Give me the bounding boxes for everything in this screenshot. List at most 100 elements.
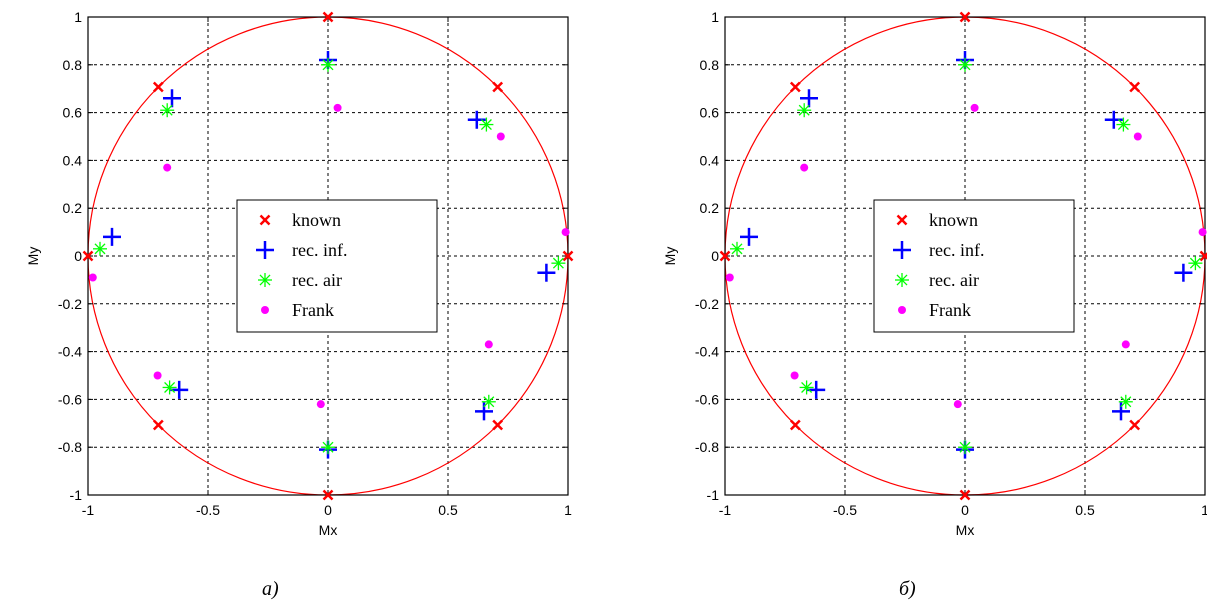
series-frank bbox=[725, 103, 1207, 409]
data-point bbox=[953, 400, 962, 409]
data-point bbox=[481, 394, 496, 409]
data-point bbox=[959, 489, 971, 501]
data-point bbox=[1198, 228, 1207, 237]
legend-entry: rec. air bbox=[895, 270, 979, 290]
x-axis-label: Mx bbox=[956, 522, 975, 538]
data-point bbox=[959, 11, 971, 23]
data-point bbox=[484, 340, 493, 349]
ticks: -1 -0.5 0 0.5 1 1 0.8 0.6 0.4 0.2 0 -0.2 -0.4 -0.6 -0.… bbox=[695, 9, 1207, 518]
scatter-chart-a: -1 -0.5 0 0.5 1 1 0.8 0.6 0.4 0.2 0 -0.2 -0.4 -0.6 -0.… bbox=[25, 9, 574, 538]
legend-label: rec. inf. bbox=[929, 240, 984, 260]
y-tick-label: 0.4 bbox=[63, 152, 83, 168]
legend-marker bbox=[898, 306, 906, 314]
x-tick-label: -1 bbox=[719, 502, 732, 518]
x-tick-label: 1 bbox=[564, 502, 572, 518]
data-point bbox=[740, 227, 758, 246]
x-tick-label: 0.5 bbox=[438, 502, 458, 518]
series-frank bbox=[88, 103, 570, 409]
data-point bbox=[333, 103, 342, 112]
legend-label: known bbox=[292, 210, 341, 230]
y-tick-label: 0.6 bbox=[63, 105, 83, 121]
series-known bbox=[82, 11, 574, 501]
y-tick-label: 1 bbox=[711, 9, 719, 25]
x-tick-label: 0 bbox=[324, 502, 332, 518]
x-tick-label: 1 bbox=[1201, 502, 1207, 518]
data-point bbox=[475, 402, 493, 421]
data-point bbox=[1121, 340, 1130, 349]
data-point bbox=[551, 256, 566, 271]
data-point bbox=[170, 380, 189, 399]
legend-label: rec. air bbox=[929, 270, 979, 290]
data-point bbox=[82, 250, 94, 262]
data-point bbox=[730, 241, 744, 256]
legend-entry: rec. inf. bbox=[256, 240, 347, 260]
data-point bbox=[561, 228, 570, 237]
data-point bbox=[1129, 419, 1141, 431]
y-tick-label: -0.8 bbox=[58, 439, 82, 455]
y-tick-label: -0.2 bbox=[695, 296, 719, 312]
data-point bbox=[1133, 132, 1142, 141]
x-tick-label: 0.5 bbox=[1075, 502, 1095, 518]
ticks: -1 -0.5 0 0.5 1 1 0.8 0.6 0.4 0.2 0 -0.2 -0.4 -0.6 -0.… bbox=[58, 9, 572, 518]
legend-entry: known bbox=[896, 210, 978, 230]
data-point bbox=[152, 81, 164, 93]
legend-label: known bbox=[929, 210, 978, 230]
data-point bbox=[800, 89, 818, 108]
y-tick-label: -0.8 bbox=[695, 439, 719, 455]
data-point bbox=[1104, 110, 1123, 129]
data-point bbox=[88, 273, 97, 282]
series-rec-inf- bbox=[103, 51, 556, 459]
y-tick-label: -0.6 bbox=[58, 391, 82, 407]
data-point bbox=[162, 380, 177, 395]
legend-marker bbox=[259, 214, 271, 226]
x-tick-label: 0 bbox=[961, 502, 969, 518]
data-point bbox=[789, 419, 801, 431]
scatter-chart-b: -1 -0.5 0 0.5 1 1 0.8 0.6 0.4 0.2 0 -0.2 -0.4 -0.6 -0.… bbox=[662, 9, 1207, 538]
chart-panel-a: -1 -0.5 0 0.5 1 1 0.8 0.6 0.4 0.2 0 -0.2 -0.4 -0.6 -0.… bbox=[0, 0, 600, 604]
data-point bbox=[1174, 263, 1193, 282]
legend-marker bbox=[256, 241, 274, 259]
legend-marker bbox=[261, 306, 269, 314]
data-point bbox=[790, 371, 799, 380]
legend: known rec. inf. rec. air Frank bbox=[873, 199, 1075, 333]
data-point bbox=[797, 103, 812, 118]
data-point bbox=[562, 250, 574, 262]
data-point bbox=[958, 440, 972, 455]
x-tick-label: -1 bbox=[82, 502, 95, 518]
legend-marker bbox=[895, 273, 909, 287]
data-point bbox=[152, 419, 164, 431]
data-point bbox=[492, 81, 504, 93]
x-axis-label: Mx bbox=[319, 522, 338, 538]
y-tick-label: 0.8 bbox=[63, 57, 83, 73]
legend-entry: rec. air bbox=[258, 270, 342, 290]
legend-label: Frank bbox=[929, 300, 971, 320]
legend-entry: Frank bbox=[898, 300, 971, 320]
legend-marker bbox=[258, 273, 272, 287]
data-point bbox=[970, 103, 979, 112]
data-point bbox=[799, 380, 814, 395]
legend-marker bbox=[896, 214, 908, 226]
data-point bbox=[103, 227, 121, 246]
y-tick-label: 0.4 bbox=[700, 152, 720, 168]
data-point bbox=[492, 419, 504, 431]
legend-entry: Frank bbox=[261, 300, 334, 320]
y-tick-label: 1 bbox=[74, 9, 82, 25]
y-tick-label: 0 bbox=[74, 248, 82, 264]
data-point bbox=[479, 117, 494, 132]
series-known bbox=[719, 11, 1207, 501]
x-tick-label: -0.5 bbox=[196, 502, 220, 518]
legend-label: Frank bbox=[292, 300, 334, 320]
y-tick-label: 0.6 bbox=[700, 105, 720, 121]
data-point bbox=[800, 163, 809, 172]
y-tick-label: -0.2 bbox=[58, 296, 82, 312]
chart-panel-b: -1 -0.5 0 0.5 1 1 0.8 0.6 0.4 0.2 0 -0.2 -0.4 -0.6 -0.… bbox=[637, 0, 1207, 604]
data-point bbox=[1116, 117, 1131, 132]
y-tick-label: -0.4 bbox=[695, 344, 719, 360]
data-point bbox=[163, 163, 172, 172]
y-tick-label: -0.6 bbox=[695, 391, 719, 407]
data-point bbox=[93, 241, 107, 256]
legend-entry: rec. inf. bbox=[893, 240, 984, 260]
y-tick-label: 0.2 bbox=[700, 200, 720, 216]
legend-label: rec. inf. bbox=[292, 240, 347, 260]
data-point bbox=[1188, 256, 1203, 271]
